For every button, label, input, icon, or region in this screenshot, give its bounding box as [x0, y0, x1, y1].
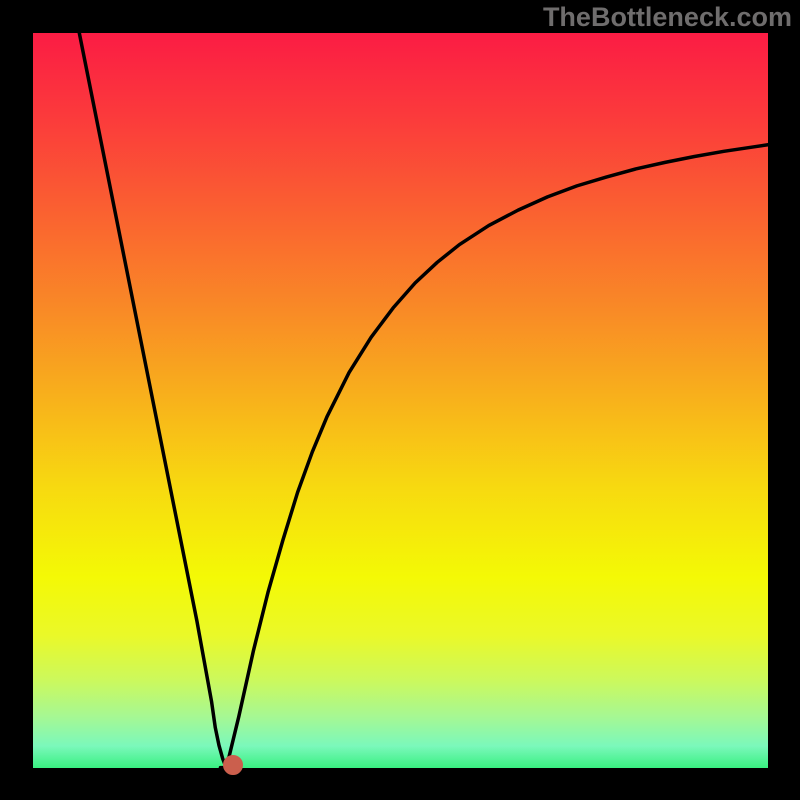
curve-path: [79, 33, 768, 768]
plot-area: [33, 33, 768, 768]
watermark-text: TheBottleneck.com: [543, 2, 792, 33]
bottleneck-curve: [33, 33, 768, 768]
optimum-marker-icon: [223, 755, 243, 775]
chart-stage: TheBottleneck.com: [0, 0, 800, 800]
